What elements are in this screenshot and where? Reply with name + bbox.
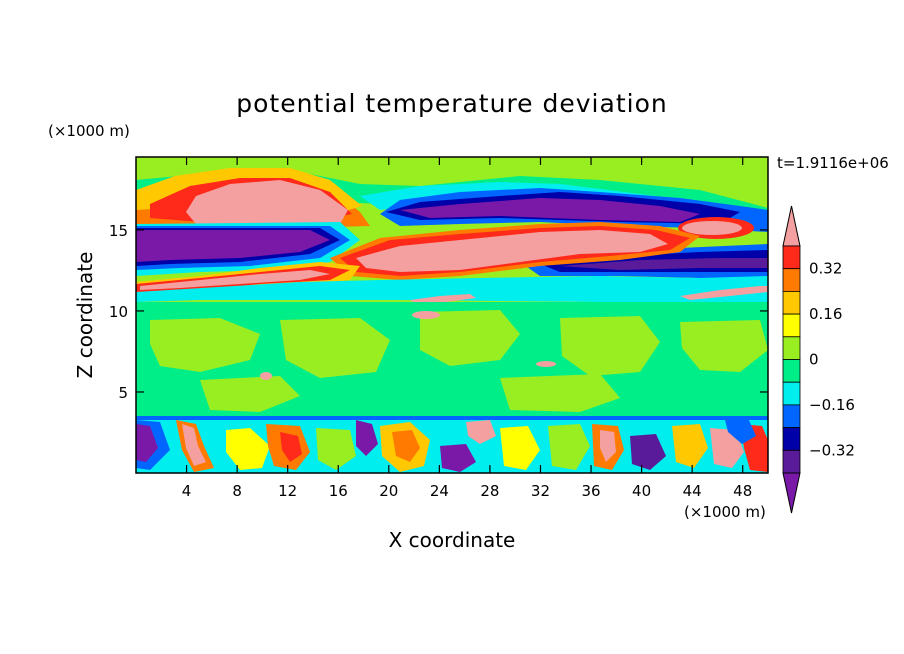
colorbar-top-triangle [782,205,801,247]
field-blob-pink-small-3 [536,361,556,367]
field-band-upper-green [136,157,768,206]
colorbar-swatch [782,427,801,451]
field-band-upper-purple [400,198,700,222]
field-band-boundary-blue [136,416,768,420]
field-blob-boundary-pink-3 [600,430,616,462]
y-unit-label: (×1000 m) [48,122,130,140]
colorbar-swatch [782,245,801,270]
field-band-right-purple [560,258,768,270]
y-axis-label: Z coordinate [73,252,97,379]
x-tick-label: 16 [329,482,348,500]
time-label: t=1.9116e+06 [777,154,889,172]
field-blob-lime-7 [500,374,620,412]
x-tick-label: 32 [531,482,550,500]
field-blob-boundary-yellow-4 [672,424,708,468]
field-blob-lime-4 [560,316,660,376]
field-blob-pink-right [682,221,742,235]
colorbar-tick-label: 0.32 [809,260,842,278]
field-blob-lime-6 [200,376,300,412]
x-axis-label: X coordinate [389,528,516,552]
colorbar-tick-label: −0.16 [809,396,855,414]
colorbar-swatch [782,313,801,338]
colorbar-swatch [782,381,801,406]
field-blob-boundary-lime-2 [548,424,590,470]
y-tick-label: 10 [109,303,128,321]
field-blob-pink-central [356,230,668,272]
colorbar-swatch [782,449,801,474]
field-blob-boundary-purple-2 [356,420,378,456]
x-tick-label: 24 [430,482,449,500]
y-tick-label: 5 [118,384,128,402]
y-tick-label: 15 [109,222,128,240]
field-blob-pink-small-2 [260,372,272,380]
colorbar-swatch [782,290,801,315]
field-blob-boundary-purple-1 [136,424,158,462]
x-tick-label: 4 [182,482,192,500]
colorbar-bottom-triangle [782,472,801,514]
field-blob-boundary-pink-2 [466,420,496,444]
field-band-mid-purple [136,230,330,262]
x-tick-label: 44 [683,482,702,500]
x-tick-label: 20 [379,482,398,500]
field-blob-boundary-red-1 [280,432,302,462]
x-tick-label: 40 [632,482,651,500]
colorbar-swatch [782,336,801,360]
y-axis: 5 10 15 [109,222,768,402]
plot-frame [135,156,769,474]
colorbar-tick-label: 0 [809,351,819,369]
field-blob-boundary-orange-3 [392,430,420,462]
contour-field [136,157,768,473]
field-blob-pink-band-right [680,286,768,300]
colorbar-swatch [782,359,801,383]
field-blob-pink-band-mid [410,294,476,304]
x-unit-label: (×1000 m) [684,503,766,521]
chart-title: potential temperature deviation [236,89,667,118]
colorbar-tick-label: −0.32 [809,441,855,459]
field-blob-boundary-yellow-3 [500,426,540,470]
x-axis: 4 8 12 16 20 24 28 32 36 40 44 48 [182,157,752,500]
field-blob-lime-2 [280,318,390,378]
field-blob-boundary-lime-1 [316,428,356,470]
field-blob-boundary-purple-4 [630,434,666,470]
field-blob-pink-low-left [140,270,330,290]
x-tick-label: 12 [278,482,297,500]
colorbar-tick-label: 0.16 [809,305,842,323]
field-blob-boundary-purple-3 [440,444,476,472]
field-blob-lime-5 [680,320,768,372]
field-blob-pink-upper-left [186,180,348,228]
x-tick-label: 36 [581,482,600,500]
x-tick-label: 48 [733,482,752,500]
colorbar: 0.32 0.16 0 −0.16 −0.32 [782,205,855,514]
field-blob-lime-1 [150,318,260,372]
field-band-cyan-layer [136,276,768,306]
field-blob-pink-small-1 [412,311,440,319]
field-blob-boundary-pink-1 [182,424,206,466]
field-blob-boundary-blue-2 [724,416,756,444]
x-tick-label: 8 [232,482,242,500]
x-tick-label: 28 [480,482,499,500]
colorbar-swatch [782,404,801,428]
field-blob-lime-3 [420,310,520,366]
colorbar-swatch [782,268,801,292]
field-blob-boundary-yellow-1 [226,428,270,470]
